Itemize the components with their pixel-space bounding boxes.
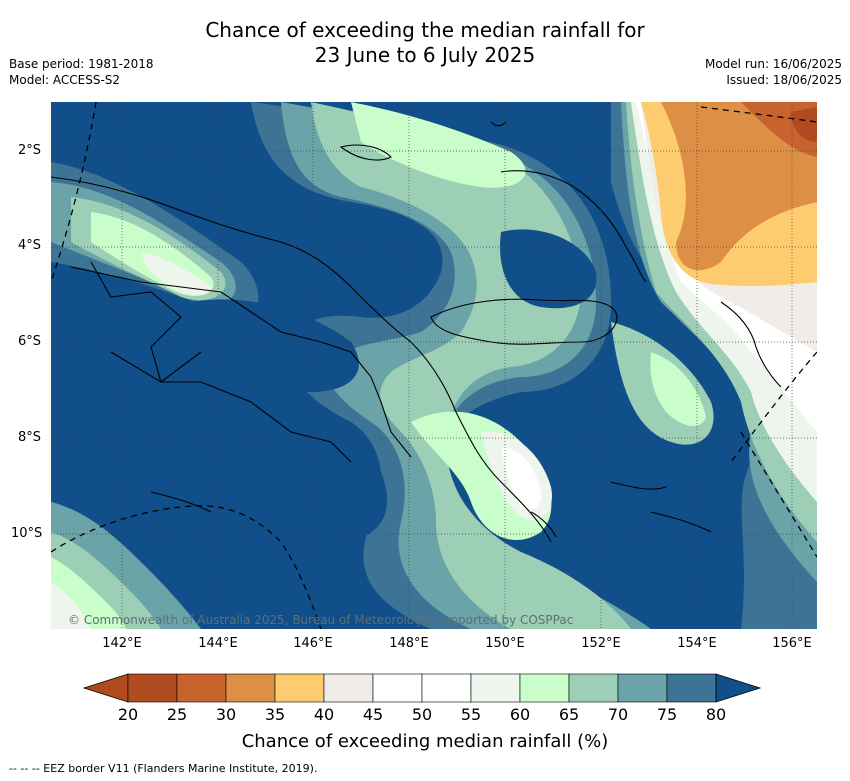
map-title: Chance of exceeding the median rainfall … — [0, 18, 850, 68]
lon-label-154e: 154°E — [677, 636, 717, 651]
colorbar-cell — [127, 673, 178, 703]
lat-label-8s: 8°S — [18, 430, 42, 445]
lat-label-6s: 6°S — [18, 334, 42, 349]
coastlines — [51, 121, 782, 543]
colorbar-tick-label: 25 — [166, 705, 188, 724]
colorbar-cell — [372, 673, 423, 703]
lon-label-148e: 148°E — [389, 636, 429, 651]
lon-label-152e: 152°E — [581, 636, 621, 651]
colorbar-cell — [176, 673, 227, 703]
lon-label-144e: 144°E — [198, 636, 238, 651]
colorbar-tick-label: 60 — [509, 705, 531, 724]
title-line-2: 23 June to 6 July 2025 — [314, 43, 536, 67]
issued-date: Issued: 18/06/2025 — [726, 73, 842, 87]
colorbar-tick-label: 40 — [313, 705, 335, 724]
model-run: Model run: 16/06/2025 — [704, 57, 842, 71]
colorbar — [82, 673, 762, 703]
colorbar-cell — [470, 673, 521, 703]
colorbar-cell — [666, 673, 717, 703]
colorbar-tick-label: 80 — [705, 705, 727, 724]
colorbar-tick-label: 30 — [215, 705, 237, 724]
colorbar-cell — [568, 673, 619, 703]
colorbar-tick-label: 55 — [460, 705, 482, 724]
lon-label-150e: 150°E — [485, 636, 525, 651]
colorbar-tick-label: 75 — [656, 705, 678, 724]
title-line-1: Chance of exceeding the median rainfall … — [205, 18, 645, 42]
colorbar-tick-label: 45 — [362, 705, 384, 724]
lat-label-10s: 10°S — [11, 526, 43, 541]
colorbar-tick-label: 70 — [607, 705, 629, 724]
meta-right: Model run: 16/06/2025 Issued: 18/06/2025 — [705, 56, 842, 88]
colorbar-cell — [225, 673, 276, 703]
colorbar-cell — [274, 673, 325, 703]
colorbar-extend-high — [715, 673, 762, 703]
colorbar-extend-low — [82, 673, 129, 703]
lon-label-142e: 142°E — [102, 636, 142, 651]
graticule — [51, 102, 817, 629]
eez-borders — [51, 102, 817, 629]
colorbar-cell — [617, 673, 668, 703]
lon-label-146e: 146°E — [293, 636, 333, 651]
colorbar-tick-label: 20 — [117, 705, 139, 724]
colorbar-cell — [421, 673, 472, 703]
colorbar-tick-label: 50 — [411, 705, 433, 724]
lat-label-4s: 4°S — [18, 238, 42, 253]
rainfall-map — [51, 102, 817, 629]
colorbar-cell — [519, 673, 570, 703]
colorbar-tick-label: 65 — [558, 705, 580, 724]
colorbar-label: Chance of exceeding median rainfall (%) — [241, 731, 609, 752]
lat-label-2s: 2°S — [18, 143, 42, 158]
lon-label-156e: 156°E — [772, 636, 812, 651]
base-period: Base period: 1981-2018 — [9, 57, 154, 71]
copyright-notice: © Commonwealth of Australia 2025, Bureau… — [68, 613, 574, 627]
colorbar-cell — [323, 673, 374, 703]
model-name: Model: ACCESS-S2 — [9, 73, 121, 87]
meta-left: Base period: 1981-2018 Model: ACCESS-S2 — [9, 56, 154, 88]
eez-footnote: -- -- -- EEZ border V11 (Flanders Marine… — [9, 762, 318, 775]
colorbar-tick-label: 35 — [264, 705, 286, 724]
